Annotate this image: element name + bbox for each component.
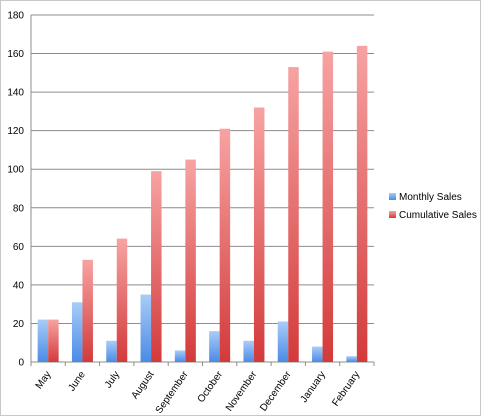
x-category-label: December [258,369,294,414]
bars [37,45,368,363]
bar-monthly-sales [312,346,323,362]
x-category-label: November [224,369,260,414]
y-tick-labels: 0 20 40 60 80 100 120 140 160 180 [7,11,24,369]
x-category-label: July [103,369,122,390]
x-category-label: January [299,369,328,404]
y-tick-label: 40 [13,280,25,291]
bar-cumulative-sales [82,259,93,362]
y-tick-label: 140 [7,88,24,99]
y-tick-label: 160 [7,49,24,60]
bar-cumulative-sales [48,319,59,362]
bar-monthly-sales [106,340,117,362]
legend-label: Monthly Sales [399,192,462,203]
legend-swatch [389,193,396,200]
y-tick-label: 120 [7,126,24,137]
y-tick-label: 100 [7,165,24,176]
y-tick-label: 180 [7,11,24,22]
bar-monthly-sales [209,331,220,362]
legend-label: Cumulative Sales [399,210,477,221]
bar-cumulative-sales [253,107,265,363]
bar-monthly-sales [277,321,289,362]
y-tick-label: 60 [13,242,25,253]
bar-monthly-sales [346,356,357,362]
bar-monthly-sales [174,350,186,362]
x-category-label: May [34,369,54,391]
bar-cumulative-sales [322,51,334,362]
x-category-label: February [330,369,362,408]
legend: Monthly Sales Cumulative Sales [389,192,477,221]
y-tick-label: 80 [13,203,25,214]
y-tick-label: 0 [18,358,24,369]
bar-monthly-sales [243,340,254,362]
x-category-label: June [66,369,88,393]
bar-monthly-sales [71,302,83,362]
bar-cumulative-sales [288,67,299,363]
bar-monthly-sales [37,319,49,362]
x-category-label: September [154,369,191,416]
y-tick-label: 20 [13,319,25,330]
bar-cumulative-sales [116,238,128,362]
bar-cumulative-sales [219,128,231,362]
bar-cumulative-sales [185,159,196,362]
bar-monthly-sales [140,294,152,362]
x-category-label: October [196,369,226,405]
x-category-label: August [130,369,157,401]
bar-cumulative-sales [356,45,368,362]
legend-swatch [389,211,396,218]
bar-cumulative-sales [151,171,162,362]
